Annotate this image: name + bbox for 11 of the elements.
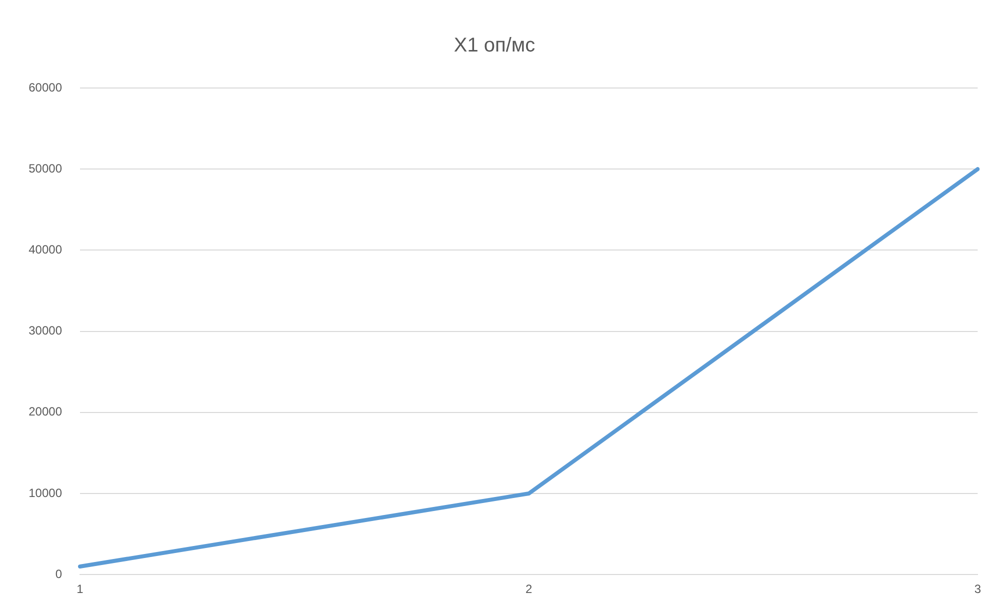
y-tick-label: 50000 — [28, 161, 62, 176]
y-tick-label: 60000 — [28, 80, 62, 94]
chart-title: X1 оп/мс — [454, 34, 536, 57]
y-tick-label: 30000 — [28, 324, 62, 338]
y-tick-label: 0 — [55, 566, 62, 581]
y-tick-label: 20000 — [28, 404, 62, 419]
y-tick-label: 10000 — [28, 486, 62, 500]
y-tick-label: 40000 — [28, 242, 62, 257]
x-tick-label: 2 — [525, 582, 532, 596]
x-tick-label: 3 — [974, 582, 982, 596]
x-tick-label: 1 — [76, 582, 84, 596]
